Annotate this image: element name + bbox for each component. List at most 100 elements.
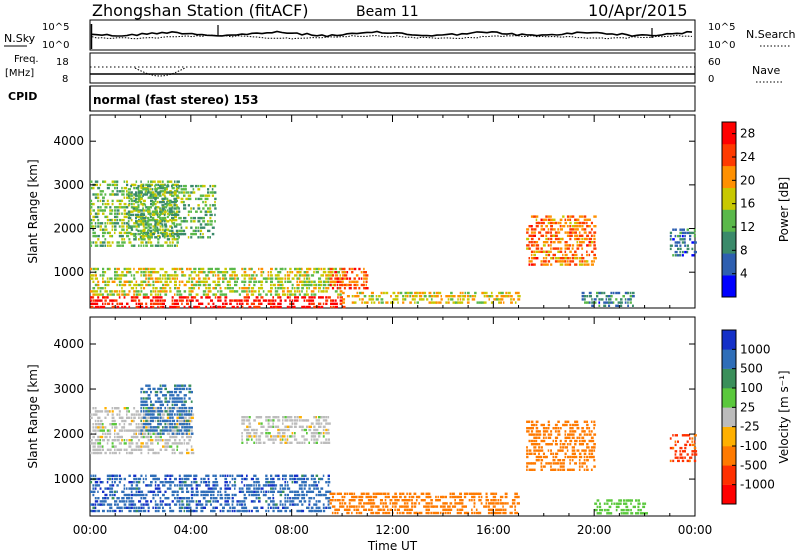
data-cell [270,267,273,271]
data-cell [456,495,460,499]
data-cell [198,484,201,487]
data-cell [174,497,176,500]
data-cell [241,503,243,506]
data-cell [135,506,138,509]
data-cell [322,425,326,428]
data-cell [226,503,230,506]
data-cell [569,244,571,247]
data-cell [190,481,193,484]
data-cell [571,452,575,455]
data-cell [540,228,544,231]
data-cell [593,253,596,257]
data-cell [199,229,203,233]
data-cell [138,293,142,296]
data-cell [94,274,97,277]
data-cell [265,509,267,513]
data-cell [581,430,585,433]
data-cell [250,435,253,438]
colorbar-tick-label: -500 [740,458,767,472]
data-cell [133,407,136,410]
data-cell [99,442,102,445]
data-cell [173,191,177,194]
nsearch-tick-low: 10^0 [708,40,735,51]
data-cell [325,422,328,425]
data-cell [147,422,152,426]
data-cell [135,197,138,201]
data-cell [363,492,365,495]
data-cell [185,226,188,229]
data-cell [199,210,203,213]
data-cell [159,207,161,210]
data-cell [202,232,204,236]
data-cell [176,500,180,503]
data-cell [255,487,259,490]
data-cell [274,293,279,296]
data-cell [313,481,317,484]
data-cell [147,490,151,493]
data-cell [248,484,252,487]
data-cell [420,492,425,495]
data-cell [262,277,267,280]
data-cell [593,298,597,301]
data-cell [217,299,220,302]
data-cell [183,416,187,419]
data-cell [674,234,677,238]
data-cell [593,423,596,427]
data-cell [272,497,275,500]
data-cell [166,474,169,477]
data-cell [449,492,452,495]
data-cell [310,422,314,425]
data-cell [234,283,238,287]
data-cell [550,433,553,436]
data-cell [547,449,550,452]
data-cell [336,277,340,280]
data-cell [530,228,534,231]
data-cell [327,267,331,271]
data-cell [130,191,133,194]
data-cell [339,499,341,502]
data-cell [372,511,375,515]
data-cell [104,296,108,299]
data-cell [154,197,157,201]
data-cell [159,274,162,277]
data-cell [193,277,196,280]
data-cell [140,442,144,445]
data-cell [554,443,558,446]
data-cell [164,419,168,423]
data-cell [615,291,618,295]
data-cell [150,481,153,484]
data-cell [144,188,147,191]
y-tick-label: 3000 [53,382,84,396]
data-cell [190,487,194,490]
data-cell [298,487,303,490]
data-cell [258,299,261,302]
data-cell [260,506,264,509]
data-cell [164,490,167,493]
data-cell [291,481,294,484]
freq-tick-high: 18 [56,57,69,68]
data-cell [145,493,148,497]
data-cell [593,465,596,468]
data-cell [140,180,142,183]
data-cell [92,280,95,283]
data-cell [197,197,200,201]
data-cell [207,293,210,296]
data-cell [593,241,596,244]
data-cell [164,218,167,222]
data-cell [133,487,136,490]
data-cell [372,492,375,495]
data-cell [140,218,143,222]
data-cell [171,509,175,513]
data-cell [133,448,136,451]
data-cell [428,295,432,298]
data-cell [296,280,298,283]
data-cell [207,481,211,484]
colorbar-segment [722,349,736,369]
data-cell [144,216,147,220]
data-cell [212,509,216,513]
data-cell [133,244,136,247]
data-cell [190,283,194,287]
data-cell [450,298,454,301]
data-cell [147,207,150,210]
data-cell [186,299,188,302]
